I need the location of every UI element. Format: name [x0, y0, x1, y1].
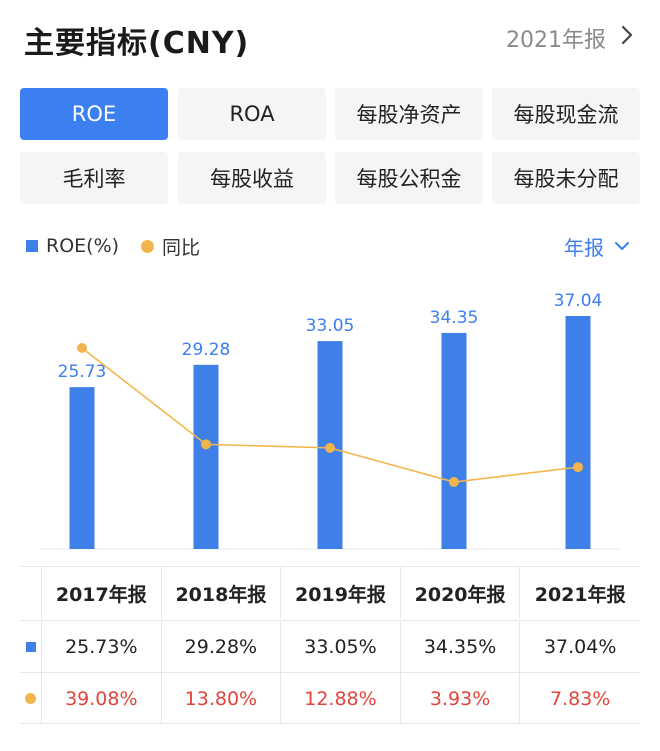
report-period-selector[interactable]: 2021年报 [506, 28, 606, 53]
legend-line-label: 同比 [162, 236, 201, 259]
data-table: 2017年报 2018年报 2019年报 2020年报 2021年报 25.73… [20, 566, 640, 724]
table-cell-yoy: 13.80% [162, 673, 282, 724]
yoy-row-marker [20, 673, 42, 724]
tab-roa[interactable]: ROA [178, 88, 326, 140]
roe-bar [193, 364, 219, 549]
yoy-point [449, 477, 459, 487]
table-row-yoy: 39.08% 13.80% 12.88% 3.93% 7.83% [20, 672, 640, 724]
tab-net-assets-per-share[interactable]: 每股净资产 [335, 88, 483, 140]
table-cell-roe: 25.73% [42, 621, 162, 672]
legend-bar-label: ROE(%) [46, 235, 120, 257]
yoy-point [573, 462, 583, 473]
yoy-point [325, 442, 335, 453]
tab-eps[interactable]: 每股收益 [178, 152, 326, 204]
roe-chart: 25.73 29.28 33.05 34.35 37.04 [40, 291, 620, 550]
chart-legend: ROE(%) 同比 [26, 232, 200, 260]
table-header-row: 2017年报 2018年报 2019年报 2020年报 2021年报 [20, 567, 640, 619]
table-row-roe: 25.73% 29.28% 33.05% 34.35% 37.04% [20, 620, 640, 672]
tab-reserve-per-share[interactable]: 每股公积金 [335, 152, 483, 204]
tab-roe[interactable]: ROE [20, 88, 168, 140]
table-cell-yoy: 12.88% [281, 673, 401, 724]
bar-value-label: 25.73 [58, 362, 107, 382]
roe-bar [565, 316, 591, 549]
legend-line-swatch [141, 239, 155, 253]
yoy-point [201, 439, 211, 450]
table-corner [20, 567, 42, 619]
table-cell-yoy: 39.08% [42, 673, 162, 724]
frequency-label: 年报 [564, 235, 604, 260]
table-cell-roe: 34.35% [401, 621, 521, 672]
table-cell-roe: 33.05% [281, 621, 401, 672]
roe-bar [441, 332, 467, 549]
tab-undistributed-per-share[interactable]: 每股未分配 [492, 152, 640, 204]
table-header-cell: 2018年报 [162, 567, 282, 619]
table-cell-yoy: 3.93% [401, 673, 521, 724]
table-header-cell: 2020年报 [401, 567, 521, 619]
legend-bar-swatch [26, 240, 38, 252]
bar-value-label: 34.35 [430, 308, 479, 328]
bar-value-label: 29.28 [182, 340, 231, 360]
table-header-cell: 2019年报 [281, 567, 401, 619]
frequency-dropdown[interactable]: 年报 [564, 232, 630, 260]
page-title: 主要指标(CNY) [24, 26, 250, 61]
roe-marker-square [25, 641, 36, 652]
chevron-right-icon[interactable] [616, 24, 638, 46]
table-cell-roe: 37.04% [543, 635, 617, 658]
table-header-cell: 2017年报 [42, 567, 162, 619]
tab-cash-flow-per-share[interactable]: 每股现金流 [492, 88, 640, 140]
roe-bar [69, 387, 95, 549]
table-cell-roe: 29.28% [162, 621, 282, 672]
bar-value-label: 33.05 [306, 316, 355, 336]
indicator-tabs: ROE ROA 每股净资产 每股现金流 毛利率 每股收益 每股公积金 每股未分配 [20, 88, 640, 206]
header: 主要指标(CNY) 2021年报 [0, 0, 660, 78]
yoy-marker-dot [25, 693, 36, 704]
roe-row-marker [20, 621, 42, 672]
bar-value-label: 37.04 [554, 291, 603, 311]
chevron-down-icon [615, 242, 629, 250]
yoy-point [77, 343, 87, 353]
table-cell-yoy: 7.83% [549, 687, 611, 710]
tab-gross-margin[interactable]: 毛利率 [20, 152, 168, 204]
table-header-cell: 2021年报 [534, 583, 626, 606]
